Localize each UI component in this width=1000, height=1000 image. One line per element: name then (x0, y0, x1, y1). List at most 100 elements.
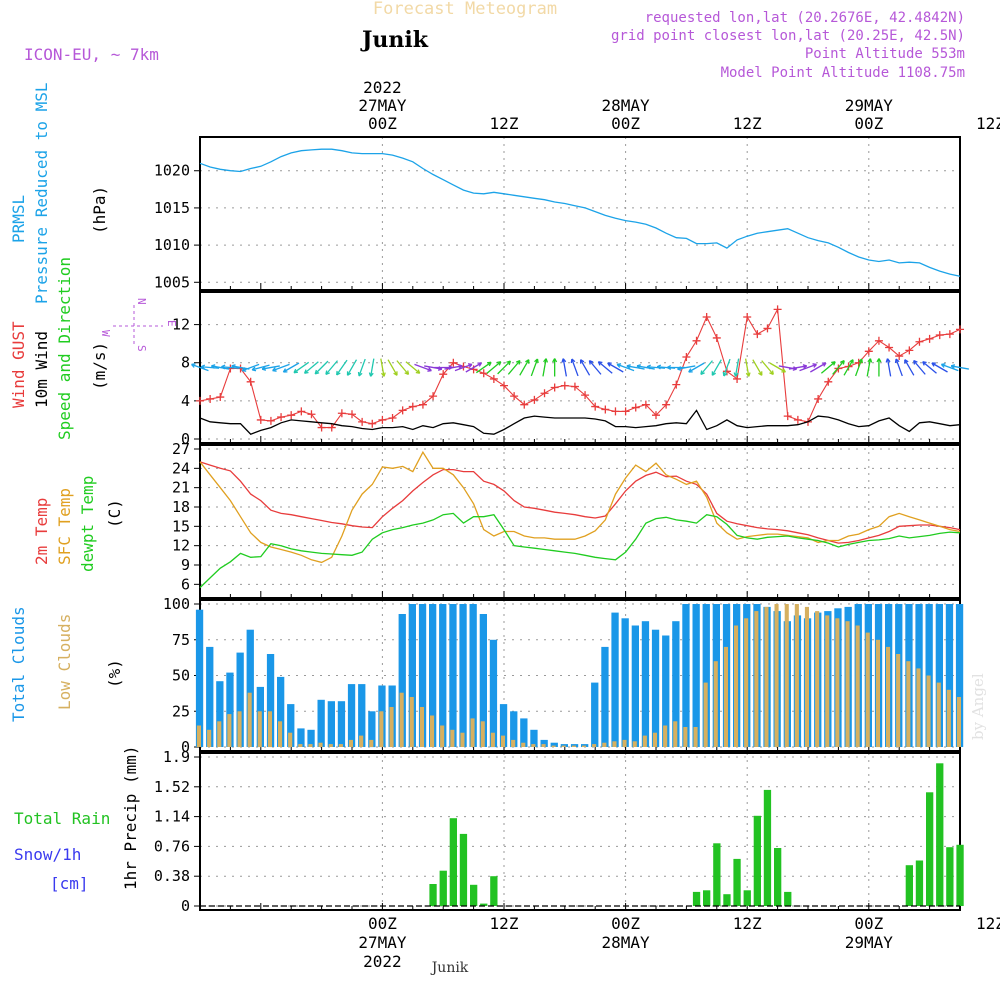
wind-arrow-head (802, 364, 808, 369)
low-cloud-bar (845, 621, 850, 747)
bottom-date-label: 12Z (976, 914, 1000, 933)
panel-frame (199, 752, 961, 911)
total-cloud-bar (692, 604, 700, 747)
wind-arrow-head (940, 363, 946, 368)
gust-point (581, 391, 590, 400)
total-cloud-bar (206, 646, 214, 747)
compass-e: E (165, 320, 178, 327)
wind-arrow-head (616, 363, 622, 368)
low-cloud-bar (571, 745, 576, 747)
wind-arrow-head (849, 359, 854, 364)
temp-dew-line (199, 512, 961, 589)
wind-arrow (752, 359, 763, 376)
total-cloud-bar (641, 621, 650, 747)
bottom-date-label: 00Z (854, 914, 883, 933)
wind-arrow (424, 365, 443, 370)
total-cloud-bar (520, 718, 528, 747)
precip-bar (956, 844, 964, 906)
wind-arrow (677, 365, 696, 370)
low-cloud-bar (754, 611, 759, 747)
gust-point (743, 312, 752, 321)
precip-bar (470, 884, 478, 906)
wind-arrow-head (570, 358, 576, 364)
precip-bar (743, 890, 751, 906)
panel-clouds: 0 25 50 75 100 (163, 595, 961, 756)
wind-arrow-head (656, 364, 662, 370)
gust-point (246, 377, 255, 386)
y-tick-label-wind: 8 (181, 354, 190, 372)
chart-title: Forecast Meteogram (373, 0, 557, 19)
gust-point (956, 325, 964, 334)
wind-arrow (191, 363, 209, 372)
low-cloud-bar (521, 742, 526, 747)
total-cloud-bar (560, 744, 568, 747)
gust-point (915, 337, 924, 346)
total-cloud-bar (591, 682, 599, 747)
wind-arrow-head (722, 371, 728, 377)
low-cloud-bar (602, 742, 607, 747)
wind-arrow-head (200, 364, 206, 370)
y-tick-label-clouds: 0 (181, 738, 190, 756)
total-cloud-bar (266, 654, 275, 747)
bottom-date-label: 00Z (368, 914, 397, 933)
wind-arrow (799, 363, 817, 372)
model-label: ICON-EU, ~ 7km (24, 45, 159, 64)
wind-arrow (843, 359, 854, 376)
gust-point (945, 330, 954, 339)
total-cloud-bar (358, 684, 366, 747)
wind-arrow (769, 362, 786, 373)
wind-arrow-head (221, 364, 226, 370)
temp2m-label: 2m Temp (32, 498, 51, 565)
wind-arrow-head (588, 359, 594, 365)
wind-arrow-head (325, 370, 330, 376)
wind-arrow (325, 360, 339, 375)
precip-unit: 1hr Precip (mm) (121, 746, 140, 891)
snow-label: Snow/1h (14, 845, 81, 864)
dewtemp-label: dewpt Temp (78, 476, 97, 572)
low-cloud-bar (338, 744, 343, 747)
gust-point (712, 333, 721, 342)
gust-point (763, 324, 772, 333)
wind-arrow (519, 359, 530, 376)
low-cloud-bar (804, 606, 809, 747)
low-cloud-bar (318, 742, 323, 747)
compass-n: N (135, 298, 148, 305)
gust-point (895, 352, 904, 361)
wind-arrow-head (506, 360, 512, 366)
total-cloud-bar (550, 742, 558, 747)
top-date-label: 00Z (854, 114, 883, 133)
total-cloud-bar (398, 614, 406, 747)
total-cloud-bar (935, 604, 943, 747)
low-cloud-bar (956, 697, 961, 747)
top-date-label: 2022 (363, 78, 402, 97)
total-cloud-bar (287, 704, 295, 747)
gust-label: Wind GUST (9, 321, 28, 408)
wind-arrow (387, 359, 398, 376)
gust-point (337, 409, 346, 418)
gust-point (885, 343, 894, 352)
gust-point (783, 412, 792, 421)
total-cloud-bar (945, 604, 954, 747)
y-tick-label-clouds: 50 (172, 667, 190, 685)
wind-arrow-head (336, 370, 341, 376)
precip-bar (784, 891, 792, 906)
low-cloud-bar (217, 721, 222, 747)
wind-arrow-head (904, 359, 909, 364)
low-cloud-bar (774, 604, 779, 747)
pressure-line (199, 148, 961, 277)
gust-point (864, 347, 873, 356)
wind-arrow (941, 363, 959, 372)
y-tick-label-temp: 9 (181, 556, 190, 574)
y-tick-label-temp: 18 (172, 498, 190, 516)
wind-arrow (688, 362, 705, 373)
grid-coords: grid point closest lon,lat (20.25E, 42.5… (611, 28, 965, 44)
wind-arrow (314, 360, 329, 375)
low-cloud-bar (419, 707, 424, 747)
wind-dir-label: Speed and Direction (55, 257, 74, 440)
wind-label: 10m Wind (32, 331, 51, 408)
wind-arrow (380, 358, 385, 377)
y-tick-label-precip: 0 (181, 897, 190, 915)
compass-w: W (99, 330, 112, 337)
wind-arrow (616, 363, 635, 372)
low-cloud-bar (764, 606, 769, 747)
